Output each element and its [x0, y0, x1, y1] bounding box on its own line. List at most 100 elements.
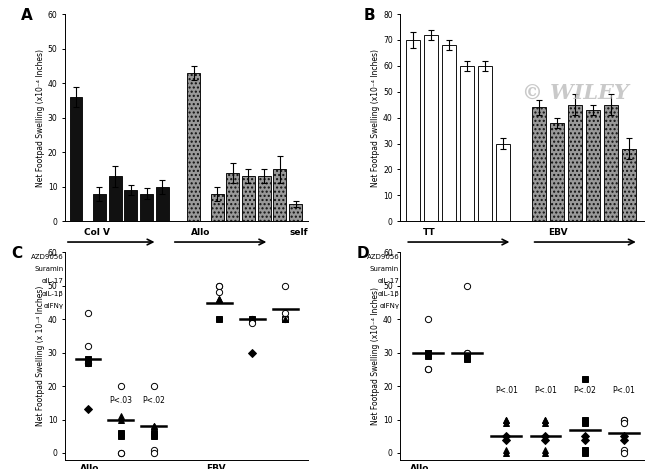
Text: -: - [430, 289, 432, 298]
Bar [242, 176, 255, 221]
Text: -: - [574, 252, 577, 261]
Text: -: - [161, 265, 164, 273]
Text: Allo: Allo [192, 228, 211, 237]
Text: AZD9056: AZD9056 [367, 254, 399, 259]
Text: -: - [484, 302, 486, 311]
Text: +: + [626, 302, 632, 311]
Bar [70, 97, 83, 221]
Bar [140, 194, 153, 221]
Text: αIL-17: αIL-17 [42, 279, 64, 284]
Text: -: - [448, 302, 450, 311]
Text: -: - [465, 289, 469, 298]
Text: +: + [446, 265, 452, 273]
Text: -: - [465, 265, 469, 273]
Text: -: - [556, 277, 558, 286]
Text: A: A [21, 8, 33, 23]
Text: -: - [430, 302, 432, 311]
Text: -: - [411, 265, 415, 273]
Text: -: - [592, 265, 595, 273]
Text: -: - [502, 289, 504, 298]
Text: TT: TT [423, 228, 436, 237]
Text: -: - [484, 265, 486, 273]
Text: +: + [261, 289, 267, 298]
Text: -: - [247, 302, 250, 311]
Text: -: - [98, 302, 101, 311]
Text: -: - [114, 289, 116, 298]
Text: -: - [192, 252, 195, 261]
Text: Allo: Allo [79, 464, 99, 469]
Text: -: - [538, 277, 540, 286]
Text: -: - [216, 265, 218, 273]
Bar [604, 105, 618, 221]
Text: +: + [96, 252, 103, 261]
Text: -: - [465, 252, 469, 261]
Text: Col V: Col V [84, 228, 110, 237]
Text: self: self [289, 228, 307, 237]
Text: -: - [278, 289, 281, 298]
Text: -: - [610, 277, 612, 286]
Text: -: - [610, 252, 612, 261]
Text: -: - [98, 265, 101, 273]
Text: -: - [114, 302, 116, 311]
Text: -: - [628, 277, 630, 286]
Text: -: - [263, 302, 266, 311]
Bar [289, 204, 302, 221]
Text: P<.01: P<.01 [534, 386, 557, 395]
Text: -: - [484, 252, 486, 261]
Text: +: + [214, 252, 220, 261]
Text: αIFNγ: αIFNγ [379, 303, 399, 309]
Text: -: - [129, 252, 132, 261]
Text: -: - [98, 289, 101, 298]
Text: -: - [129, 289, 132, 298]
Bar [156, 187, 168, 221]
Text: -: - [98, 277, 101, 286]
Text: +: + [229, 265, 236, 273]
Text: -: - [465, 302, 469, 311]
Text: Allo: Allo [410, 464, 430, 469]
Text: -: - [592, 289, 595, 298]
Text: αIFNγ: αIFNγ [44, 303, 64, 309]
Text: -: - [247, 265, 250, 273]
Text: -: - [448, 289, 450, 298]
Text: -: - [231, 302, 234, 311]
Y-axis label: Net Footpad Swelling (x 10⁻⁴ Inches): Net Footpad Swelling (x 10⁻⁴ Inches) [36, 286, 45, 426]
Text: -: - [278, 265, 281, 273]
Y-axis label: Net Footpad Swelling (x10⁻⁴ Inches): Net Footpad Swelling (x10⁻⁴ Inches) [371, 287, 380, 425]
Text: -: - [430, 265, 432, 273]
Text: -: - [294, 289, 297, 298]
Text: -: - [216, 302, 218, 311]
Text: -: - [192, 277, 195, 286]
Bar [211, 194, 224, 221]
Text: -: - [294, 265, 297, 273]
Text: -: - [592, 302, 595, 311]
Bar [550, 123, 564, 221]
Text: -: - [538, 265, 540, 273]
Text: -: - [75, 265, 77, 273]
Text: +: + [482, 289, 488, 298]
Text: αIL-17: αIL-17 [378, 279, 399, 284]
Text: +: + [245, 277, 252, 286]
Bar [258, 176, 270, 221]
Text: D: D [357, 246, 369, 261]
Text: -: - [411, 302, 415, 311]
Text: +: + [572, 265, 578, 273]
Text: -: - [75, 302, 77, 311]
Text: +: + [159, 302, 165, 311]
Text: -: - [574, 277, 577, 286]
Bar [532, 107, 547, 221]
Bar [478, 66, 493, 221]
Text: -: - [75, 252, 77, 261]
Text: -: - [592, 252, 595, 261]
Text: -: - [294, 302, 297, 311]
Text: -: - [145, 252, 148, 261]
Text: Suramin: Suramin [370, 266, 399, 272]
Text: P<.02: P<.02 [573, 386, 596, 395]
Text: -: - [628, 252, 630, 261]
Bar [567, 105, 582, 221]
Bar [586, 110, 601, 221]
Text: +: + [464, 277, 470, 286]
Bar [109, 176, 122, 221]
Text: -: - [161, 277, 164, 286]
Text: +: + [608, 289, 614, 298]
Text: -: - [502, 277, 504, 286]
